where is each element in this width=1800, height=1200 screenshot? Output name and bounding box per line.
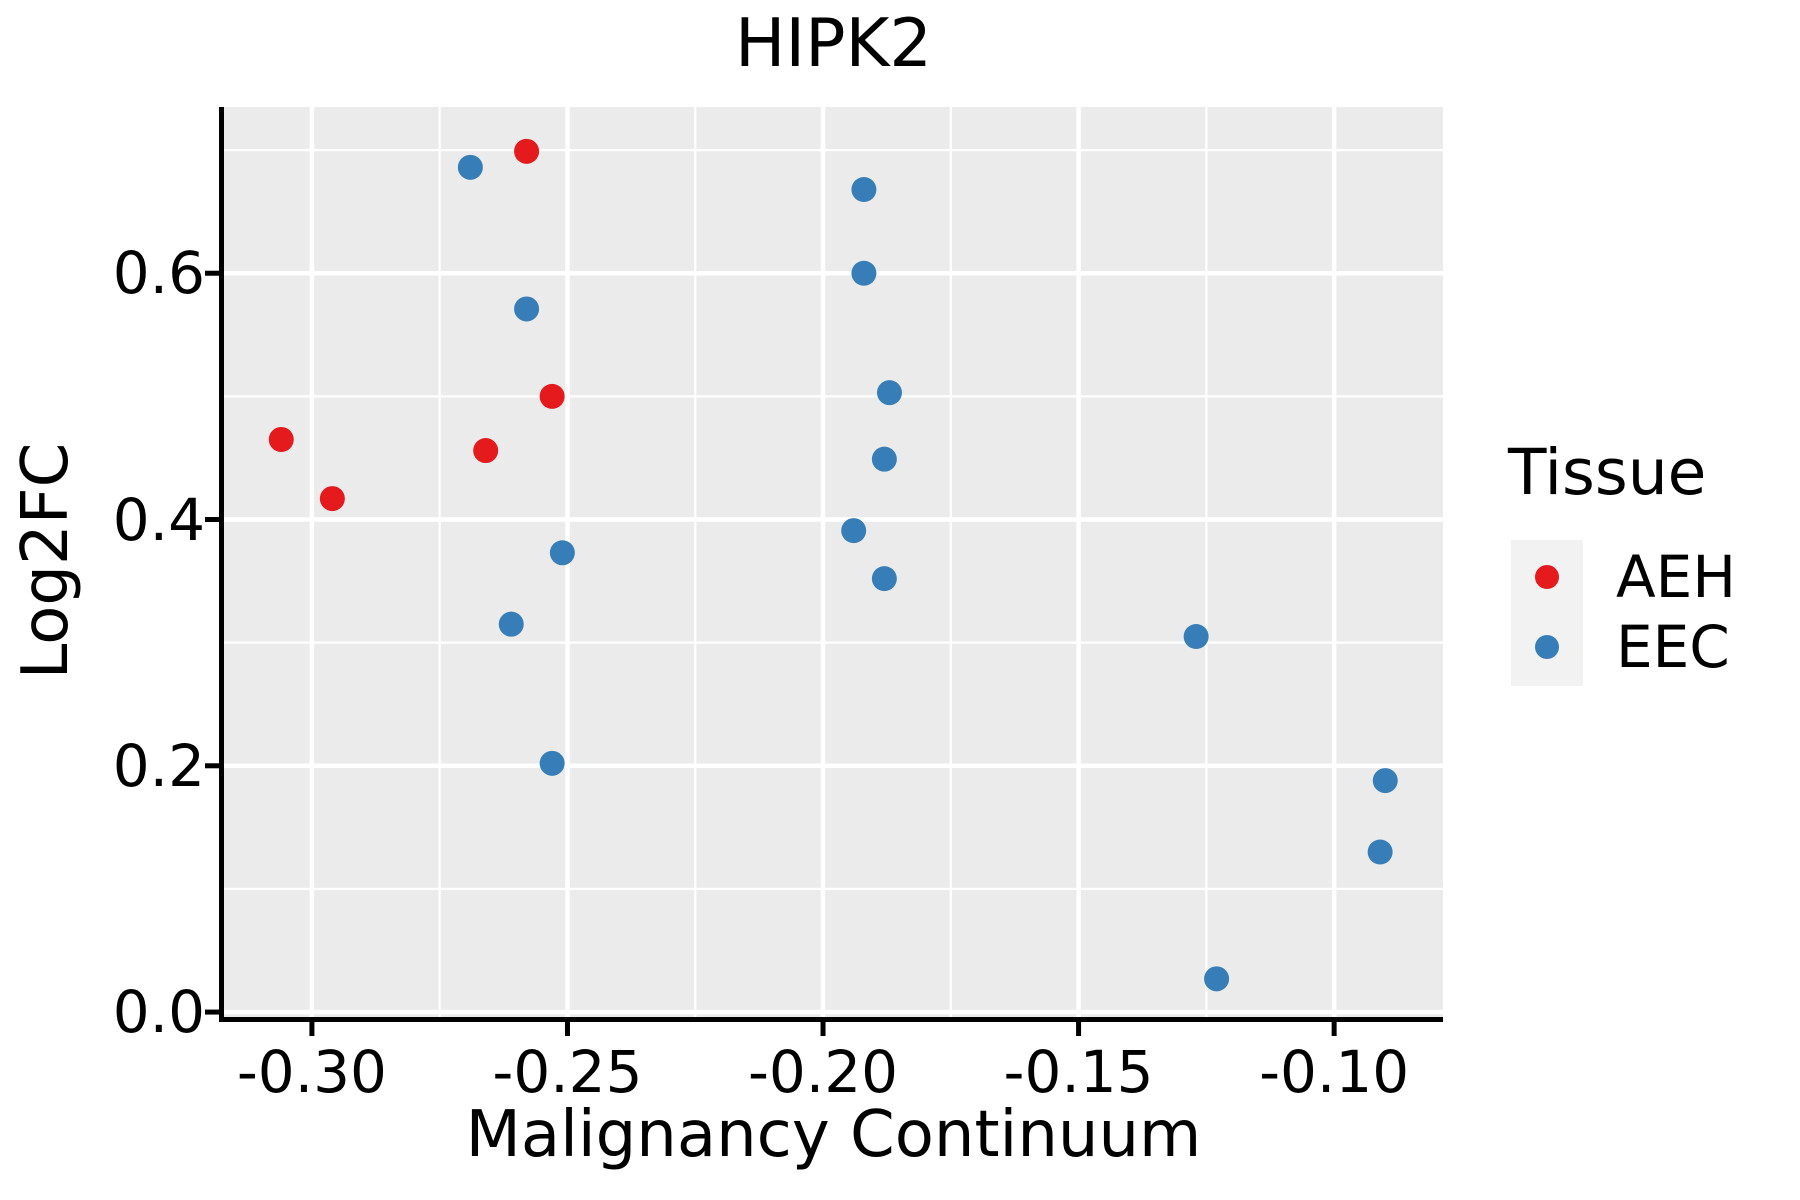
y-tick-label: 0.0 (112, 978, 205, 1047)
y-tick-label: 0.6 (112, 239, 205, 308)
data-point-eec (871, 446, 897, 472)
x-axis-title: Malignancy Continuum (465, 1098, 1202, 1172)
data-point-eec (1367, 839, 1393, 865)
plot-title: HIPK2 (734, 4, 933, 82)
data-point-aeh (514, 138, 540, 164)
y-tick-label: 0.4 (112, 485, 205, 554)
data-point-eec (876, 380, 902, 406)
data-point-eec (851, 177, 877, 203)
y-axis-title: Log2FC (9, 442, 83, 680)
data-point-eec (539, 750, 565, 776)
data-point-eec (851, 260, 877, 286)
data-point-eec (871, 566, 897, 592)
data-point-eec (841, 518, 867, 544)
data-point-eec (514, 296, 540, 322)
data-point-aeh (319, 486, 345, 512)
plot-panel (224, 107, 1443, 1017)
data-point-eec (457, 154, 483, 180)
data-point-eec (1204, 966, 1230, 992)
y-tick-label: 0.2 (112, 731, 205, 800)
data-point-aeh (268, 426, 294, 452)
x-tick-label: -0.20 (747, 1038, 899, 1106)
data-point-eec (1372, 768, 1398, 794)
x-tick-label: -0.15 (1003, 1038, 1154, 1106)
data-point-eec (498, 611, 524, 637)
data-point-eec (1183, 623, 1209, 649)
x-tick-label: -0.30 (236, 1038, 387, 1106)
data-point-aeh (473, 438, 499, 464)
x-tick-label: -0.25 (492, 1038, 643, 1106)
data-point-eec (549, 540, 575, 566)
x-tick-label: -0.10 (1259, 1038, 1410, 1106)
data-point-aeh (539, 383, 565, 409)
